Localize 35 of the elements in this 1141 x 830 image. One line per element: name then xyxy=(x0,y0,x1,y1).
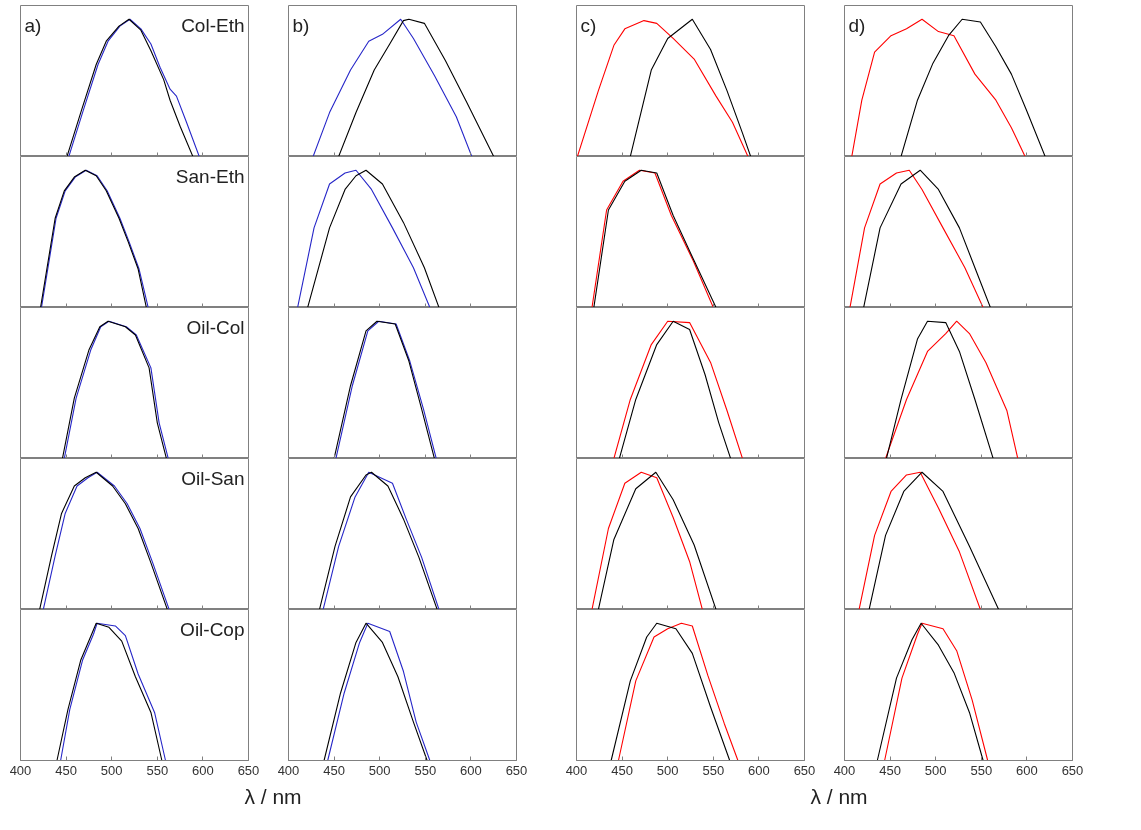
x-tick-label: 600 xyxy=(192,762,214,778)
x-tick-label: 600 xyxy=(460,762,482,778)
x-axis-title: λ / nm xyxy=(244,784,302,810)
chart-title: d) xyxy=(848,14,866,36)
x-tick-label: 400 xyxy=(833,762,856,778)
annotation: San-Eth xyxy=(175,165,245,187)
x-tick-label: 500 xyxy=(924,762,947,778)
x-tick-label: 650 xyxy=(1061,762,1084,778)
x-tick-label: 450 xyxy=(611,762,633,778)
annotation: Col-Eth xyxy=(181,14,245,36)
chart-title: c) xyxy=(580,14,597,36)
x-tick-label: 650 xyxy=(505,762,528,778)
x-tick-label: 550 xyxy=(702,762,725,778)
x-tick-label: 400 xyxy=(565,762,588,778)
x-tick-label: 650 xyxy=(237,762,260,778)
x-tick-label: 400 xyxy=(9,762,32,778)
x-tick-label: 500 xyxy=(100,762,123,778)
chart-title: b) xyxy=(292,14,310,36)
annotation: Oil-San xyxy=(181,467,245,489)
x-tick-label: 450 xyxy=(323,762,345,778)
x-tick-label: 450 xyxy=(879,762,901,778)
x-tick-label: 550 xyxy=(146,762,169,778)
x-tick-label: 500 xyxy=(368,762,391,778)
chart-title: a) xyxy=(24,14,42,36)
x-tick-label: 600 xyxy=(1016,762,1038,778)
x-tick-label: 650 xyxy=(793,762,816,778)
x-tick-label: 550 xyxy=(414,762,437,778)
x-axis-title: λ / nm xyxy=(810,784,868,810)
annotation: Oil-Cop xyxy=(180,618,245,640)
x-tick-label: 400 xyxy=(277,762,300,778)
x-tick-label: 500 xyxy=(656,762,679,778)
x-tick-label: 550 xyxy=(970,762,993,778)
x-tick-label: 450 xyxy=(55,762,77,778)
annotation: Oil-Col xyxy=(186,316,245,338)
x-tick-label: 600 xyxy=(748,762,770,778)
